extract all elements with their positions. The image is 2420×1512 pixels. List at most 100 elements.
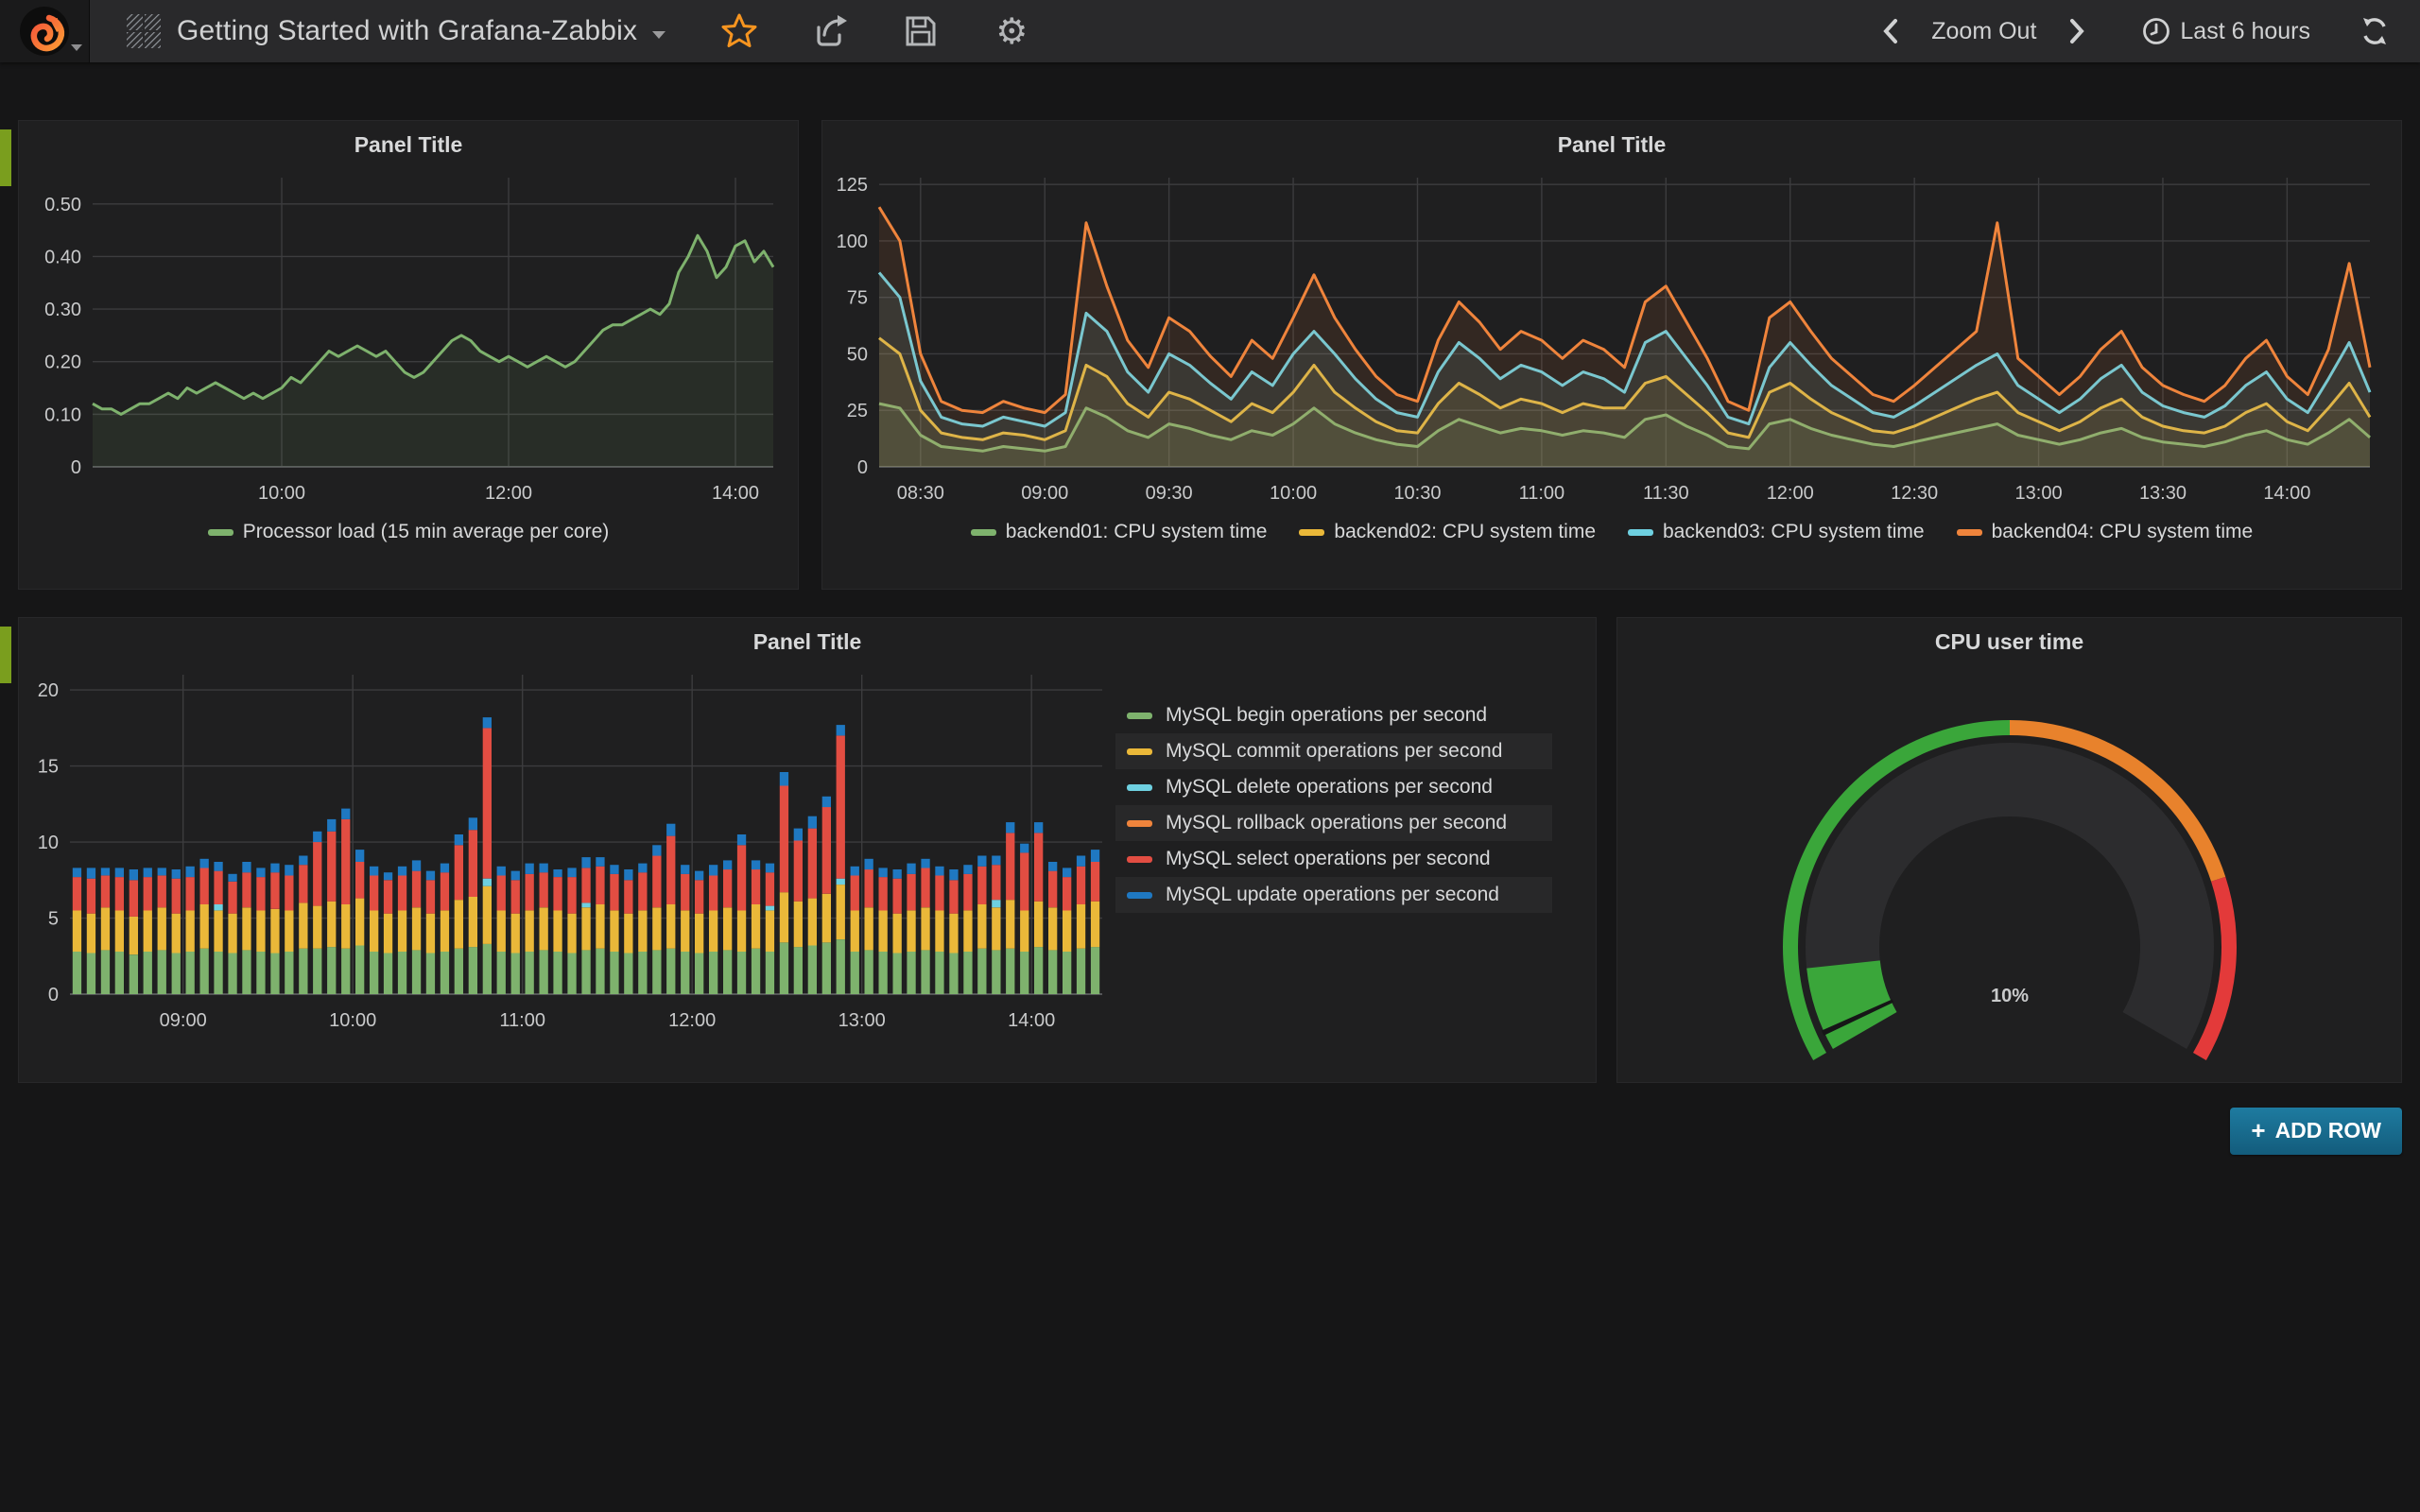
mysql-operations-chart[interactable]: 0 5 10 15 20 09:00 10:00 11:00 12:00 13:00 14:00 (19, 662, 1115, 1040)
time-shift-back-button[interactable] (1869, 12, 1912, 50)
svg-text:12:00: 12:00 (1767, 483, 1814, 504)
legend-color-dash (1127, 819, 1152, 827)
grafana-logo[interactable] (0, 0, 90, 62)
panel-title[interactable]: Panel Title (752, 629, 862, 654)
zoom-out-label: Zoom Out (1931, 17, 2037, 44)
svg-text:10: 10 (38, 833, 59, 853)
svg-text:0: 0 (48, 985, 59, 1005)
plus-icon: + (2251, 1116, 2266, 1144)
panel-title[interactable]: Panel Title (1557, 132, 1667, 157)
settings-button[interactable]: ⚙ (991, 10, 1032, 52)
svg-text:10%: 10% (1990, 986, 2028, 1006)
processor-load-legend: Processor load (15 min average per core) (19, 521, 798, 543)
panel-processor-load: Panel Title 0 0.10 0.20 0.30 0.40 0.50 10:00 12… (18, 120, 799, 590)
legend-color-dash (970, 528, 996, 536)
svg-text:10:00: 10:00 (1270, 483, 1317, 504)
legend-label: Processor load (15 min average per core) (242, 521, 610, 542)
legend-item[interactable]: MySQL rollback operations per second (1115, 805, 1552, 841)
refresh-icon (2363, 18, 2386, 44)
svg-text:09:30: 09:30 (1146, 483, 1193, 504)
svg-text:10:00: 10:00 (329, 1010, 376, 1031)
svg-text:0: 0 (857, 457, 868, 478)
time-picker-button[interactable]: Last 6 hours (2133, 9, 2320, 53)
processor-load-chart[interactable]: 0 0.10 0.20 0.30 0.40 0.50 10:00 12:00 14:00 (19, 164, 785, 512)
logo-dropdown-caret-icon (71, 44, 82, 51)
share-icon (817, 15, 848, 46)
legend-item[interactable]: MySQL commit operations per second (1115, 733, 1552, 769)
star-button[interactable] (718, 10, 760, 52)
backend-cpu-legend: backend01: CPU system time backend02: CPU… (822, 521, 2401, 543)
legend-label: backend03: CPU system time (1663, 521, 1925, 542)
navbar: Getting Started with Grafana-Zabbix (0, 0, 2420, 62)
legend-item[interactable]: backend04: CPU system time (1956, 521, 2254, 543)
legend-label: MySQL update operations per second (1166, 884, 1499, 905)
legend-item[interactable]: backend01: CPU system time (970, 521, 1267, 543)
add-row-label: ADD ROW (2274, 1118, 2381, 1143)
chevron-right-icon (2070, 19, 2085, 43)
add-row-button[interactable]: + ADD ROW (2230, 1108, 2402, 1155)
panel-title[interactable]: CPU user time (1934, 629, 2084, 654)
row-menu-tab[interactable] (0, 627, 11, 683)
legend-label: MySQL rollback operations per second (1166, 812, 1508, 833)
svg-text:0.50: 0.50 (44, 195, 81, 215)
svg-text:0.30: 0.30 (44, 300, 81, 320)
legend-label: MySQL begin operations per second (1166, 704, 1488, 726)
legend-label: MySQL delete operations per second (1166, 776, 1493, 798)
dashboard-row-1: Panel Title 0 0.10 0.20 0.30 0.40 0.50 10:00 12… (18, 120, 2402, 590)
grafana-logo-icon (20, 7, 69, 56)
svg-text:100: 100 (837, 232, 868, 252)
legend-color-dash (1127, 891, 1152, 899)
svg-text:12:30: 12:30 (1891, 483, 1938, 504)
svg-text:12:00: 12:00 (485, 483, 532, 504)
svg-text:13:30: 13:30 (2139, 483, 2187, 504)
panel-title[interactable]: Panel Title (354, 132, 463, 157)
legend-item[interactable]: backend02: CPU system time (1299, 521, 1596, 543)
legend-color-dash (1127, 747, 1152, 755)
legend-color-dash (1299, 528, 1325, 536)
navbar-actions: ⚙ (718, 10, 1032, 52)
legend-color-dash (1628, 528, 1653, 536)
backend-cpu-chart[interactable]: 0 25 50 75 100 125 08:30 09:00 09:30 10:00 10:30 11… (822, 164, 2387, 512)
svg-text:09:00: 09:00 (1021, 483, 1068, 504)
legend-item[interactable]: MySQL begin operations per second (1115, 697, 1552, 733)
legend-item[interactable]: MySQL delete operations per second (1115, 769, 1552, 805)
legend-label: backend02: CPU system time (1334, 521, 1596, 542)
legend-color-dash (1127, 712, 1152, 719)
svg-text:14:00: 14:00 (712, 483, 759, 504)
legend-color-dash (207, 528, 233, 536)
dashboard-title-dropdown[interactable]: Getting Started with Grafana-Zabbix (126, 13, 666, 49)
svg-text:5: 5 (48, 909, 59, 930)
legend-item[interactable]: MySQL select operations per second (1115, 841, 1552, 877)
star-icon (721, 13, 757, 47)
navbar-time-controls: Zoom Out Last 6 hours (1869, 9, 2420, 53)
chevron-left-icon (1883, 19, 1898, 43)
time-shift-forward-button[interactable] (2055, 12, 2099, 50)
legend-item[interactable]: backend03: CPU system time (1628, 521, 1925, 543)
mysql-operations-legend: MySQL begin operations per second MySQL c… (1115, 697, 1577, 1040)
svg-text:25: 25 (847, 401, 868, 421)
legend-label: backend04: CPU system time (1991, 521, 2254, 542)
svg-text:75: 75 (847, 288, 868, 309)
dashboard-row-2: Panel Title 0 5 10 15 20 09:00 10:00 11:00 12:00… (18, 617, 2402, 1083)
panel-backend-cpu: Panel Title 0 25 50 75 100 125 08:30 09:00 09:30… (821, 120, 2402, 590)
save-button[interactable] (900, 10, 942, 52)
legend-item[interactable]: MySQL update operations per second (1115, 877, 1552, 913)
svg-text:13:00: 13:00 (2015, 483, 2063, 504)
zoom-out-button[interactable]: Zoom Out (1922, 10, 2046, 53)
svg-text:15: 15 (38, 757, 59, 778)
legend-label: MySQL commit operations per second (1166, 740, 1503, 762)
share-button[interactable] (809, 10, 851, 52)
cpu-user-time-gauge: 10% (1782, 720, 2237, 1060)
svg-text:0: 0 (71, 457, 81, 478)
svg-text:20: 20 (38, 680, 59, 701)
refresh-button[interactable] (2354, 10, 2395, 52)
legend-item[interactable]: Processor load (15 min average per core) (207, 521, 610, 543)
svg-text:0.10: 0.10 (44, 404, 81, 425)
svg-text:10:00: 10:00 (258, 483, 305, 504)
svg-text:08:30: 08:30 (897, 483, 944, 504)
svg-text:12:00: 12:00 (668, 1010, 716, 1031)
row-menu-tab[interactable] (0, 129, 11, 186)
svg-text:11:30: 11:30 (1643, 483, 1689, 504)
svg-text:0.40: 0.40 (44, 247, 81, 267)
